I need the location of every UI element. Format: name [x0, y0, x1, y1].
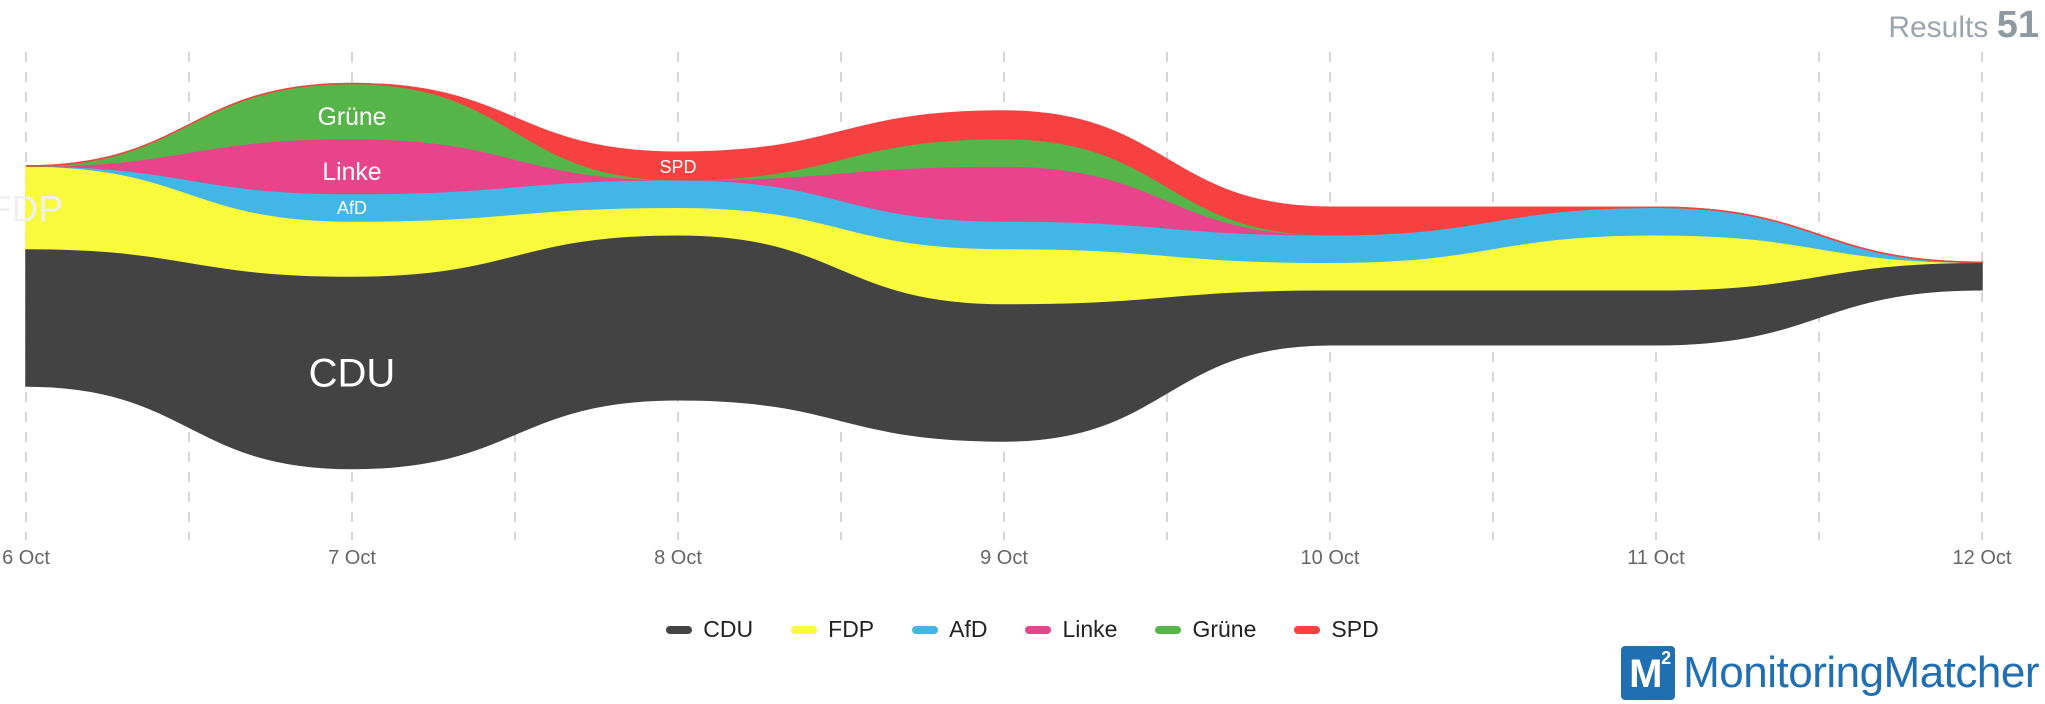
monitoringmatcher-logo-icon: M 2	[1621, 646, 1676, 700]
chart-areas	[25, 82, 1983, 470]
results-label: Results	[1888, 11, 1989, 44]
legend-label: AfD	[949, 616, 988, 642]
legend-swatch	[912, 625, 939, 634]
results-count: 51	[1996, 4, 2039, 46]
x-axis-ticks: 6 Oct 7 Oct 8 Oct 9 Oct 10 Oct 11 Oct 12 Oct	[2, 547, 2012, 569]
x-tick-label: 12 Oct	[1953, 547, 2012, 569]
series-label-afd: AfD	[337, 198, 367, 218]
legend-item-cdu[interactable]: CDU	[666, 616, 753, 643]
brand-logo: M 2 MonitoringMatcher	[1621, 646, 2039, 700]
legend-swatch	[1294, 625, 1321, 634]
legend-item-afd[interactable]: AfD	[912, 616, 987, 643]
legend-label: SPD	[1331, 616, 1379, 642]
series-label-grüne: Grüne	[318, 104, 387, 131]
legend-swatch	[791, 625, 818, 634]
legend-label: FDP	[828, 616, 875, 642]
legend-item-fdp[interactable]: FDP	[791, 616, 874, 643]
legend-swatch	[666, 625, 693, 634]
legend-item-linke[interactable]: Linke	[1025, 616, 1117, 643]
x-tick-label: 9 Oct	[980, 547, 1028, 569]
x-tick-label: 7 Oct	[328, 547, 376, 569]
results-counter: Results 51	[1888, 4, 2039, 47]
legend-swatch	[1025, 625, 1052, 634]
x-tick-label: 8 Oct	[654, 547, 702, 569]
x-tick-label: 6 Oct	[2, 547, 50, 569]
chart-series-labels: CDU FDP AfD Linke Grüne SPD	[0, 104, 697, 396]
series-label-linke: Linke	[322, 159, 381, 186]
legend-item-grüne[interactable]: Grüne	[1155, 616, 1256, 643]
series-label-fdp: FDP	[0, 187, 63, 229]
series-label-cdu: CDU	[309, 351, 396, 395]
chart-legend: CDU FDP AfD Linke Grüne SPD	[0, 616, 2045, 643]
legend-item-spd[interactable]: SPD	[1294, 616, 1379, 643]
x-tick-label: 11 Oct	[1627, 547, 1685, 569]
brand-name: MonitoringMatcher	[1683, 648, 2039, 697]
legend-label: CDU	[703, 616, 754, 642]
legend-swatch	[1155, 625, 1182, 634]
legend-label: Grüne	[1192, 616, 1257, 642]
legend-label: Linke	[1062, 616, 1118, 642]
x-tick-label: 10 Oct	[1301, 547, 1360, 569]
series-label-spd: SPD	[659, 157, 696, 177]
series-area-spd[interactable]	[25, 82, 1983, 263]
